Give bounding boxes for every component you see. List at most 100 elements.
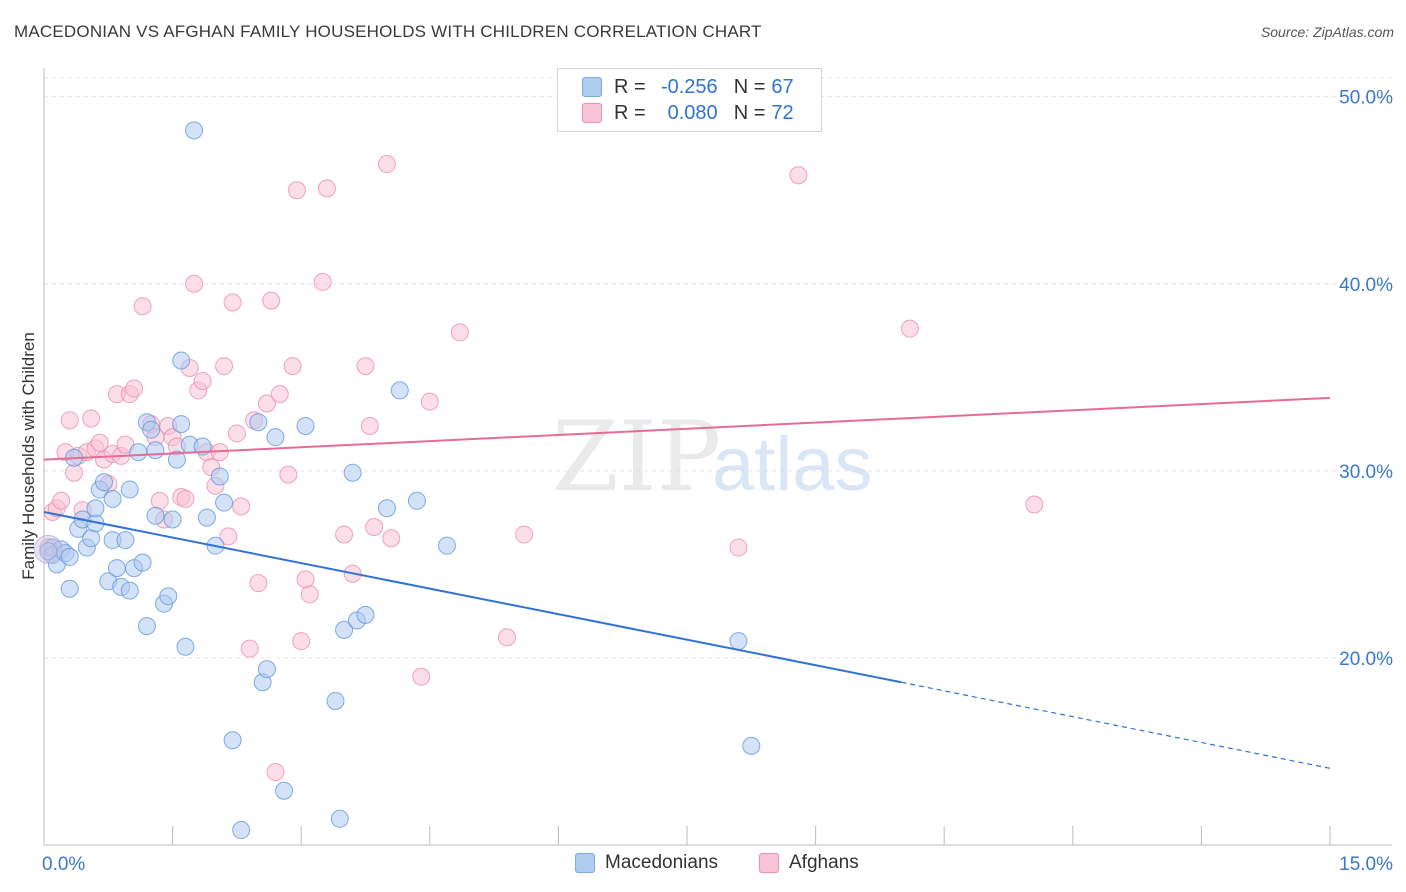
legend-n-value: 72 xyxy=(771,101,794,124)
gridlines xyxy=(44,77,1392,659)
trend-line-macedonians-extrapolated xyxy=(901,681,1331,769)
point-afghan xyxy=(65,463,84,482)
point-macedonian xyxy=(390,381,409,400)
point-afghan xyxy=(232,497,251,516)
point-afghan xyxy=(133,297,152,316)
point-macedonian xyxy=(223,731,242,750)
point-afghan xyxy=(219,527,238,546)
x-tick-label: 0.0% xyxy=(42,854,85,875)
point-macedonian xyxy=(266,428,285,447)
point-macedonian xyxy=(176,637,195,656)
point-macedonian xyxy=(197,508,216,527)
legend-swatch-afghans xyxy=(582,103,602,123)
point-macedonian xyxy=(172,415,191,434)
point-afghan xyxy=(497,628,516,647)
point-macedonian xyxy=(39,542,58,561)
trend-line-afghans xyxy=(43,396,1331,461)
point-macedonian xyxy=(129,443,148,462)
point-macedonian xyxy=(137,617,156,636)
point-afghan xyxy=(377,155,396,174)
watermark-zip: ZIP xyxy=(552,401,721,513)
legend-row-afghans: R = 0.080 N = 72 xyxy=(582,101,794,125)
point-macedonian xyxy=(437,536,456,555)
series-afghans-points xyxy=(39,155,1044,782)
point-macedonian xyxy=(185,121,204,140)
point-afghan xyxy=(240,639,259,658)
point-afghan xyxy=(125,379,144,398)
point-afghan xyxy=(150,491,169,510)
point-macedonian xyxy=(120,480,139,499)
point-afghan xyxy=(227,424,246,443)
point-afghan xyxy=(729,538,748,557)
legend-r-label: R = xyxy=(614,101,646,124)
point-afghan xyxy=(292,632,311,651)
series-macedonians-points xyxy=(33,121,761,840)
point-macedonian xyxy=(163,510,182,529)
point-afghan xyxy=(515,525,534,544)
x-tick-label: 15.0% xyxy=(1339,854,1393,875)
y-axis-label: Family Households with Children xyxy=(19,332,38,580)
series-legend: Macedonians Afghans xyxy=(0,852,1406,876)
point-macedonian xyxy=(116,531,135,550)
point-afghan xyxy=(1025,495,1044,514)
point-afghan xyxy=(262,291,281,310)
legend-n-label: N = xyxy=(733,75,766,98)
legend-item-afghans: Afghans xyxy=(759,852,859,874)
point-macedonian xyxy=(257,660,276,679)
point-afghan xyxy=(412,667,431,686)
y-tick-label: 20.0% xyxy=(1339,649,1393,670)
legend-r-value: 0.080 xyxy=(667,101,718,124)
point-macedonian xyxy=(103,489,122,508)
point-macedonian xyxy=(95,473,114,492)
point-macedonian xyxy=(142,420,161,439)
point-afghan xyxy=(249,574,268,593)
legend-row-macedonians: R = -0.256 N = 67 xyxy=(582,75,794,99)
legend-swatch-macedonians xyxy=(582,77,602,97)
legend-r-value: -0.256 xyxy=(660,75,718,98)
point-macedonian xyxy=(146,441,165,460)
point-afghan xyxy=(450,323,469,342)
point-afghan xyxy=(365,517,384,536)
point-macedonian xyxy=(146,506,165,525)
point-macedonian xyxy=(742,736,761,755)
point-afghan xyxy=(313,272,332,291)
point-macedonian xyxy=(60,579,79,598)
point-macedonian xyxy=(167,450,186,469)
point-afghan xyxy=(279,465,298,484)
point-afghan xyxy=(193,372,212,391)
point-afghan xyxy=(270,385,289,404)
point-afghan xyxy=(789,166,808,185)
trend-lines xyxy=(43,396,1331,769)
point-macedonian xyxy=(159,587,178,606)
point-macedonian xyxy=(232,821,251,840)
point-macedonian xyxy=(343,463,362,482)
point-afghan xyxy=(215,357,234,376)
y-tick-label: 40.0% xyxy=(1339,275,1393,296)
point-afghan xyxy=(82,409,101,428)
point-macedonian xyxy=(107,559,126,578)
point-afghan xyxy=(296,570,315,589)
point-macedonian xyxy=(326,691,345,710)
watermark: ZIP atlas xyxy=(552,401,873,513)
point-macedonian xyxy=(193,437,212,456)
legend-item-macedonians: Macedonians xyxy=(575,852,718,874)
correlation-legend: R = -0.256 N = 67 R = 0.080 N = 72 xyxy=(557,68,822,132)
point-afghan xyxy=(283,357,302,376)
legend-n-value: 67 xyxy=(771,75,794,98)
chart-title: MACEDONIAN VS AFGHAN FAMILY HOUSEHOLDS W… xyxy=(14,22,762,41)
watermark-atlas: atlas xyxy=(712,422,873,507)
y-tick-label: 30.0% xyxy=(1339,462,1393,483)
point-macedonian xyxy=(330,809,349,828)
point-afghan xyxy=(223,293,242,312)
point-macedonian xyxy=(407,491,426,510)
y-tick-label: 50.0% xyxy=(1339,88,1393,109)
point-cluster xyxy=(33,534,63,564)
point-afghan xyxy=(287,181,306,200)
point-macedonian xyxy=(60,547,79,566)
point-afghan xyxy=(420,392,439,411)
point-macedonian xyxy=(215,493,234,512)
point-afghan xyxy=(360,416,379,435)
point-afghan xyxy=(90,433,109,452)
point-macedonian xyxy=(82,529,101,548)
